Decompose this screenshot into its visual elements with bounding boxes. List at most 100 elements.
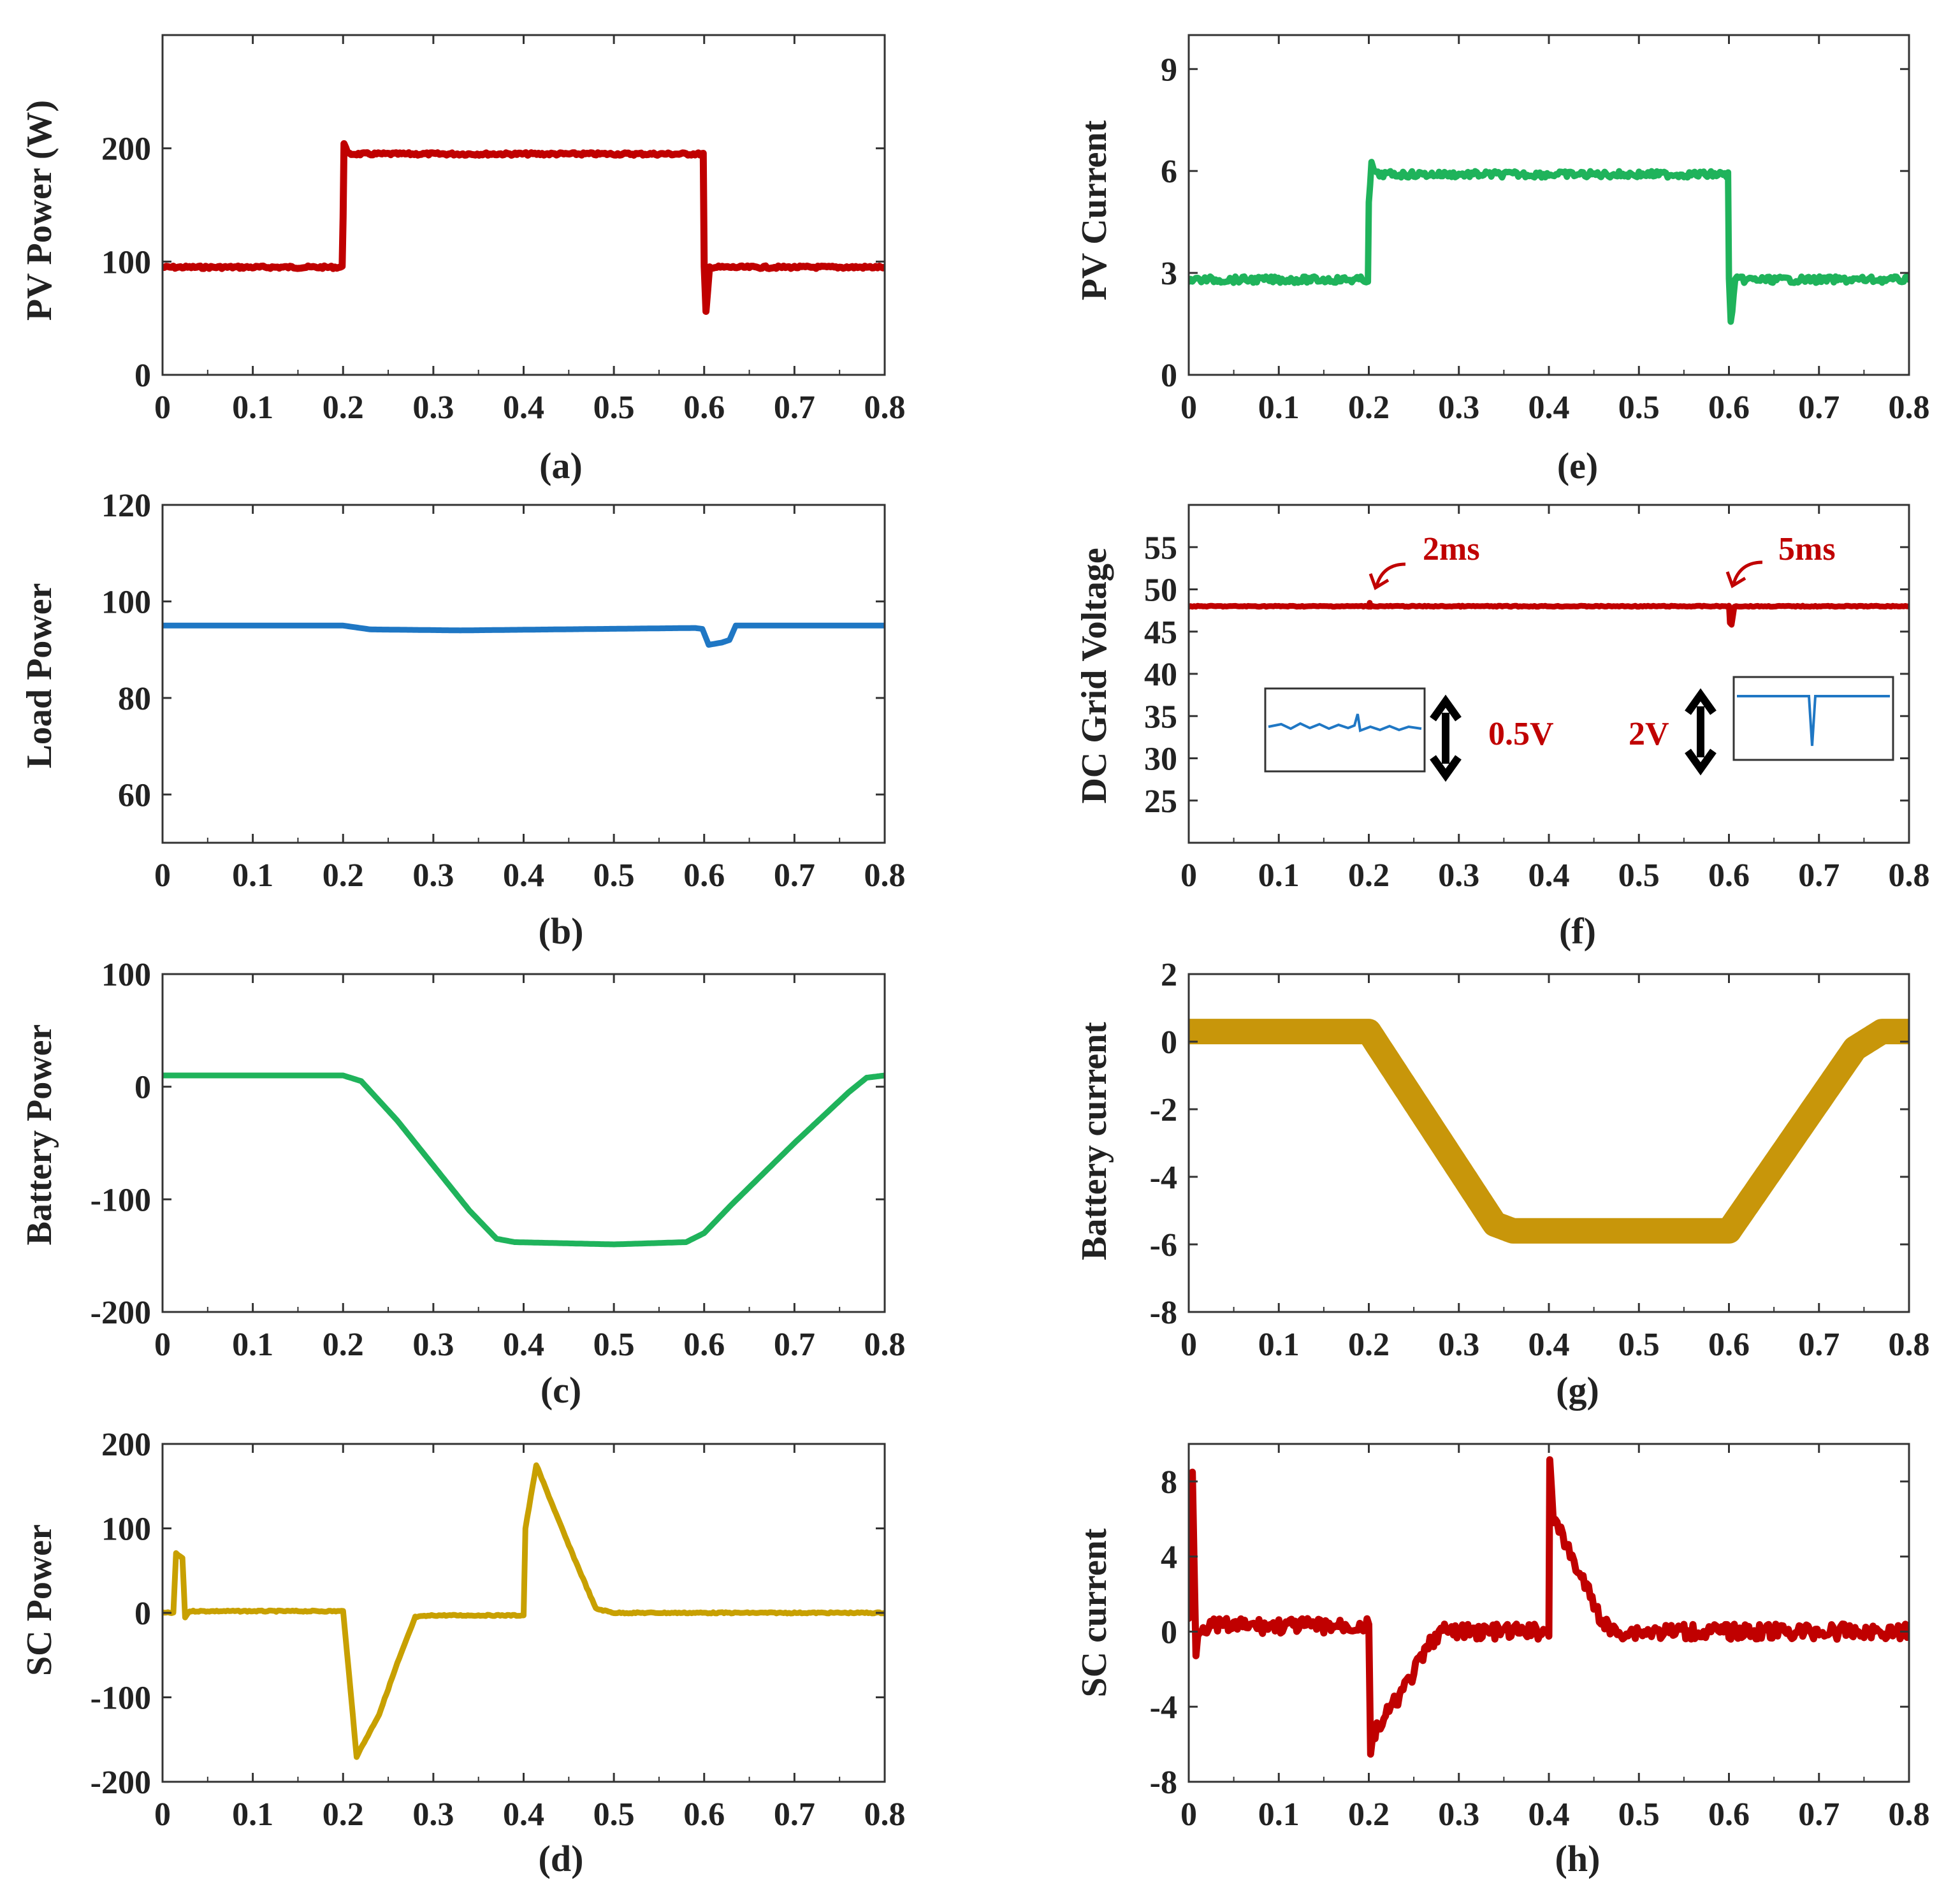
plot-frame-c [161, 973, 886, 1313]
xtick-label-c-8: 0.8 [864, 1327, 906, 1363]
series-line-h-0 [1189, 1456, 1909, 1758]
pointer-5ms [1725, 560, 1763, 588]
xtick-label-b-5: 0.5 [593, 857, 635, 894]
ytick-label-g-5: 2 [1161, 957, 1177, 993]
panel-g: Battery current (g) 0 0.1 0.2 0.3 0.4 0.5 0.6 0… [1075, 957, 1930, 1411]
span-arrow-2 [1685, 688, 1717, 776]
panel-e: PV Current (e) 0 0.1 0.2 0.3 0.4 0.5 0.6 0.7 0.8… [1075, 34, 1930, 486]
xtick-label-c-0: 0 [154, 1327, 171, 1363]
ytick-label-b-1: 80 [118, 681, 151, 717]
inset-trace-1 [1268, 713, 1422, 732]
xtick-label-f-1: 0.1 [1258, 857, 1300, 894]
ytick-label-c-1: -100 [91, 1182, 151, 1218]
panel-d: SC Power (d) 0 0.1 0.2 0.3 0.4 0.5 0.6 0.7 0.8 -2… [20, 1427, 906, 1879]
xtick-label-d-7: 0.7 [774, 1796, 815, 1833]
pointer-2ms [1368, 562, 1406, 590]
caption-f: (f) [1559, 910, 1596, 952]
xtick-label-f-5: 0.5 [1618, 857, 1660, 894]
ytick-label-h-1: -4 [1150, 1689, 1177, 1726]
ylabel-f: DC Grid Voltage [1075, 548, 1114, 803]
xtick-label-d-2: 0.2 [323, 1796, 364, 1833]
xtick-label-e-0: 0 [1180, 390, 1197, 426]
plot-frame-a [161, 34, 886, 376]
ytick-label-g-4: 0 [1161, 1024, 1177, 1061]
panel-b: Load Power (b) 0 0.1 0.2 0.3 0.4 0.5 0.6 0.7 0.8… [20, 488, 906, 952]
xtick-label-h-7: 0.7 [1798, 1796, 1840, 1833]
xtick-label-d-5: 0.5 [593, 1796, 635, 1833]
xtick-label-c-1: 0.1 [232, 1327, 273, 1363]
ytick-label-d-2: 0 [134, 1596, 151, 1632]
ylabel-h: SC current [1075, 1528, 1114, 1697]
ytick-label-e-1: 3 [1161, 256, 1177, 292]
xtick-label-b-6: 0.6 [683, 857, 725, 894]
caption-a: (a) [539, 445, 583, 486]
ytick-label-d-1: -100 [91, 1680, 151, 1717]
xtick-label-e-1: 0.1 [1258, 390, 1300, 426]
ytick-label-a-2: 200 [101, 131, 151, 168]
xtick-label-f-7: 0.7 [1798, 857, 1840, 894]
xtick-label-h-1: 0.1 [1258, 1796, 1300, 1833]
xtick-label-d-1: 0.1 [232, 1796, 273, 1833]
xtick-label-f-8: 0.8 [1889, 857, 1930, 894]
plot-frame-e [1187, 34, 1910, 376]
xtick-label-e-6: 0.6 [1708, 390, 1750, 426]
ytick-label-f-6: 55 [1144, 530, 1177, 566]
ytick-label-f-2: 35 [1144, 699, 1177, 735]
ytick-label-c-3: 100 [101, 957, 151, 993]
series-line-f-0 [1189, 600, 1909, 628]
ytick-label-e-2: 6 [1161, 154, 1177, 190]
plot-frame-b [161, 504, 886, 844]
series-line-c-0 [163, 1072, 885, 1248]
xtick-label-g-5: 0.5 [1618, 1327, 1660, 1363]
ytick-label-h-3: 4 [1161, 1540, 1177, 1576]
xtick-label-g-8: 0.8 [1889, 1327, 1930, 1363]
ytick-label-f-0: 25 [1144, 783, 1177, 820]
series-line-b-0 [163, 622, 885, 648]
xtick-label-h-8: 0.8 [1889, 1796, 1930, 1833]
xtick-label-e-5: 0.5 [1618, 390, 1660, 426]
ytick-label-d-0: -200 [91, 1765, 151, 1801]
ylabel-d: SC Power [20, 1524, 59, 1676]
ylabel-c: Battery Power [20, 1024, 59, 1246]
xtick-label-d-6: 0.6 [683, 1796, 725, 1833]
ylabel-g: Battery current [1075, 1022, 1114, 1260]
panel-a: PV Power (W) (a) 0 0.1 0.2 0.3 0.4 0.5 0.6 0.7 0… [20, 34, 906, 486]
xtick-label-a-1: 0.1 [232, 390, 273, 426]
ytick-label-e-3: 9 [1161, 52, 1177, 88]
ylabel-a: PV Power (W) [20, 100, 59, 321]
ytick-label-e-0: 0 [1161, 358, 1177, 394]
ylabel-b: Load Power [20, 583, 59, 769]
ytick-label-g-0: -8 [1150, 1295, 1177, 1331]
xtick-label-e-2: 0.2 [1348, 390, 1390, 426]
series-line-a-0 [163, 140, 885, 315]
xtick-label-b-4: 0.4 [503, 857, 544, 894]
ytick-label-h-4: 8 [1161, 1464, 1177, 1501]
xtick-label-f-2: 0.2 [1348, 857, 1390, 894]
span-arrow-1 [1430, 694, 1462, 782]
ytick-label-c-0: -200 [91, 1295, 151, 1331]
panel-h: SC current (h) 0 0.1 0.2 0.3 0.4 0.5 0.6 0.7 0.8… [1075, 1443, 1930, 1879]
series-line-e-0 [1189, 159, 1909, 325]
ytick-label-f-5: 50 [1144, 572, 1177, 609]
panel-f: DC Grid Voltage (f) 0.5V 2V 2ms 5ms [1075, 504, 1930, 952]
xtick-label-a-3: 0.3 [412, 390, 454, 426]
ytick-label-b-0: 60 [118, 777, 151, 813]
xtick-label-h-0: 0 [1180, 1796, 1197, 1833]
xtick-label-g-0: 0 [1180, 1327, 1197, 1363]
xtick-label-f-6: 0.6 [1708, 857, 1750, 894]
inset-trace-2 [1737, 695, 1890, 747]
caption-e: (e) [1557, 445, 1598, 486]
annotation-2V: 2V [1629, 716, 1669, 752]
xtick-label-d-0: 0 [154, 1796, 171, 1833]
caption-b: (b) [539, 910, 584, 952]
annotation-5ms: 5ms [1778, 531, 1836, 567]
xtick-label-a-6: 0.6 [683, 390, 725, 426]
xtick-label-h-3: 0.3 [1438, 1796, 1479, 1833]
ytick-label-c-2: 0 [134, 1070, 151, 1106]
xtick-label-h-4: 0.4 [1528, 1796, 1570, 1833]
ytick-label-b-3: 120 [101, 488, 151, 524]
xtick-label-a-0: 0 [154, 390, 171, 426]
ytick-label-b-2: 100 [101, 584, 151, 620]
xtick-label-e-7: 0.7 [1798, 390, 1840, 426]
xtick-label-a-5: 0.5 [593, 390, 635, 426]
